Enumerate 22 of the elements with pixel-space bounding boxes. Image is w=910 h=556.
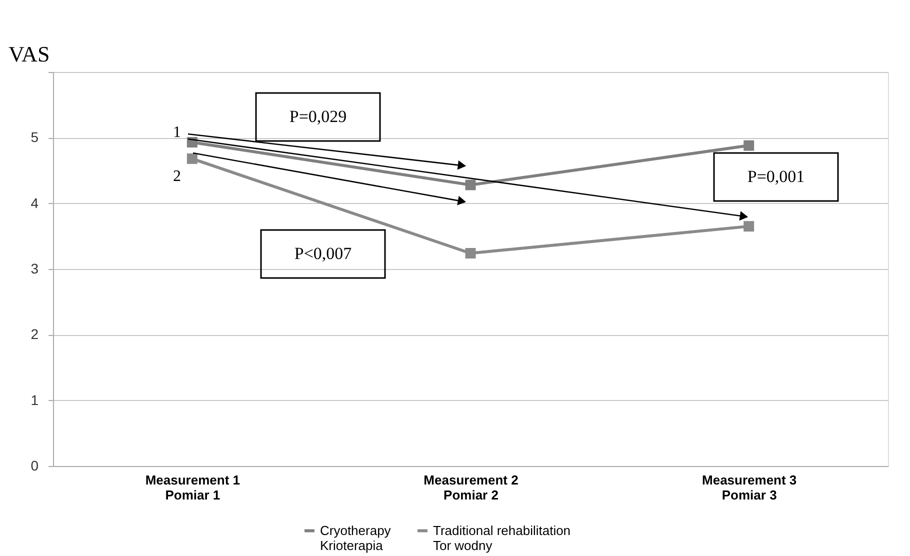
legend-label: Traditional rehabilitation Tor wodny — [433, 522, 571, 553]
point — [465, 180, 476, 190]
point — [186, 153, 198, 164]
point — [744, 140, 754, 151]
x-tick-label: Measurement 1 Pomiar 1 — [145, 472, 240, 502]
x-tick-label: Measurement 3 Pomiar 3 — [702, 472, 797, 502]
annotation: P=0,029 — [289, 107, 347, 126]
annotation: P=0,001 — [747, 167, 805, 186]
y-tick-label: 3 — [30, 260, 39, 276]
x-tick-label: Measurement 2 Pomiar 2 — [424, 472, 518, 502]
legend-label: Cryotherapy Krioterapia — [320, 522, 392, 553]
point — [465, 248, 476, 258]
y-tick-label: 1 — [30, 392, 39, 408]
y-tick-label: 4 — [30, 194, 39, 211]
y-tick-label: 2 — [30, 326, 39, 342]
point — [744, 221, 754, 232]
annotation: 2 — [173, 168, 181, 185]
y-tick-label: 5 — [30, 129, 39, 146]
y-tick-label: 0 — [30, 458, 39, 474]
annotation: 1 — [173, 124, 181, 141]
y-axis-title: VAS — [8, 42, 50, 66]
annotation: P<0,007 — [294, 244, 352, 263]
